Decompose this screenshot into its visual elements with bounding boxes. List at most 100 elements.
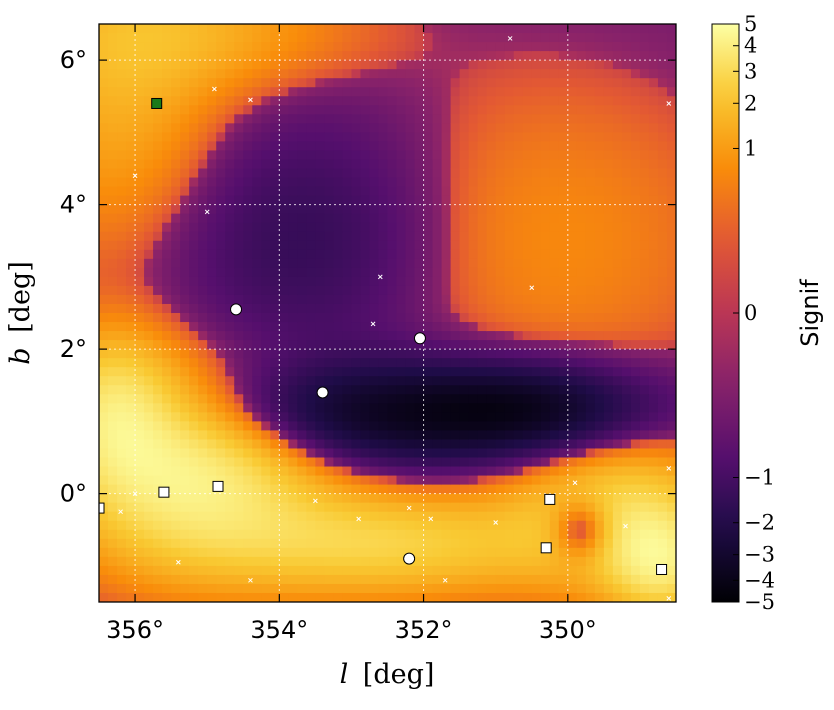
heatmap-cell — [270, 285, 280, 296]
heatmap-cell — [396, 186, 407, 197]
heatmap-cell — [558, 538, 569, 549]
heatmap-cell — [333, 231, 344, 242]
heatmap-cell — [288, 322, 298, 332]
heatmap-cell — [117, 159, 127, 170]
heatmap-cell — [378, 87, 389, 97]
heatmap-cell — [189, 96, 199, 106]
heatmap-cell — [261, 592, 271, 602]
heatmap-cell — [468, 24, 479, 34]
heatmap-cell — [369, 78, 380, 88]
heatmap-cell — [585, 78, 596, 88]
heatmap-cell — [108, 42, 118, 52]
heatmap-cell — [486, 105, 497, 115]
heatmap-cell — [180, 484, 190, 495]
heatmap-cell — [585, 114, 596, 124]
heatmap-cell — [621, 87, 632, 97]
heatmap-cell — [153, 285, 163, 296]
heatmap-cell — [252, 132, 262, 143]
heatmap-cell — [468, 159, 479, 170]
heatmap-cell — [630, 448, 641, 459]
heatmap-cell — [216, 547, 226, 558]
heatmap-cell — [423, 276, 434, 287]
heatmap-cell — [135, 376, 145, 386]
heatmap-cell — [126, 340, 136, 350]
heatmap-cell — [108, 376, 118, 386]
heatmap-cell — [144, 367, 154, 377]
heatmap-cell — [387, 141, 398, 152]
heatmap-cell — [558, 33, 569, 43]
heatmap-cell — [153, 448, 163, 459]
heatmap-cell — [666, 529, 676, 540]
heatmap-cell — [531, 195, 542, 206]
heatmap-cell — [252, 529, 262, 540]
heatmap-cell — [522, 195, 533, 206]
heatmap-cell — [576, 168, 587, 179]
heatmap-cell — [594, 439, 605, 450]
heatmap-cell — [189, 114, 199, 124]
heatmap-cell — [648, 529, 659, 540]
heatmap-cell — [423, 195, 434, 206]
heatmap-cell — [567, 430, 578, 441]
heatmap-cell — [441, 520, 452, 531]
heatmap-cell — [225, 412, 235, 422]
heatmap-cell — [108, 231, 118, 242]
heatmap-cell — [324, 168, 335, 179]
heatmap-cell — [567, 69, 578, 79]
heatmap-cell — [477, 240, 488, 251]
heatmap-cell — [639, 231, 650, 242]
heatmap-cell — [621, 168, 632, 179]
heatmap-cell — [639, 222, 650, 233]
heatmap-cell — [387, 249, 398, 260]
heatmap-cell — [603, 358, 614, 368]
heatmap-cell — [171, 24, 181, 34]
cross-marker — [666, 596, 672, 601]
heatmap-cell — [144, 502, 154, 513]
heatmap-cell — [261, 177, 271, 188]
heatmap-cell — [261, 195, 271, 206]
heatmap-cell — [459, 168, 470, 179]
heatmap-cell — [522, 123, 533, 133]
x-tick-label: 350° — [539, 616, 597, 644]
heatmap-cell — [162, 457, 172, 468]
heatmap-cell — [135, 340, 145, 350]
heatmap-cell — [423, 331, 434, 341]
heatmap-cell — [225, 448, 235, 459]
heatmap-cell — [189, 33, 199, 43]
heatmap-cell — [396, 69, 407, 79]
heatmap-cell — [657, 267, 668, 278]
heatmap-cell — [207, 231, 217, 242]
heatmap-cell — [594, 231, 605, 242]
source-markers — [99, 36, 672, 601]
heatmap-cell — [495, 385, 506, 395]
heatmap-cell — [279, 475, 289, 486]
heatmap-cell — [648, 195, 659, 206]
heatmap-cell — [576, 592, 587, 602]
heatmap-cell — [180, 448, 190, 459]
heatmap-cell — [666, 358, 676, 368]
heatmap-cell — [468, 204, 479, 215]
heatmap-cell — [603, 448, 614, 459]
heatmap-cell — [189, 403, 199, 413]
heatmap-cell — [171, 33, 181, 43]
heatmap-cell — [432, 448, 443, 459]
heatmap-cell — [378, 24, 389, 34]
heatmap-cell — [243, 349, 253, 359]
heatmap-cell — [216, 132, 226, 143]
heatmap-cell — [216, 105, 226, 115]
heatmap-cell — [486, 24, 497, 34]
heatmap-cell — [126, 520, 136, 531]
heatmap-cell — [432, 313, 443, 323]
heatmap-cell — [576, 60, 587, 70]
heatmap-cell — [279, 258, 289, 269]
heatmap-cell — [585, 177, 596, 188]
heatmap-cell — [576, 132, 587, 143]
heatmap-cell — [117, 276, 127, 287]
heatmap-cell — [189, 42, 199, 52]
heatmap-cell — [378, 493, 389, 504]
heatmap-cell — [261, 60, 271, 70]
heatmap-cell — [198, 114, 208, 124]
heatmap-cell — [432, 439, 443, 450]
heatmap-cell — [270, 177, 280, 188]
heatmap-cell — [414, 285, 425, 296]
heatmap-cell — [198, 592, 208, 602]
